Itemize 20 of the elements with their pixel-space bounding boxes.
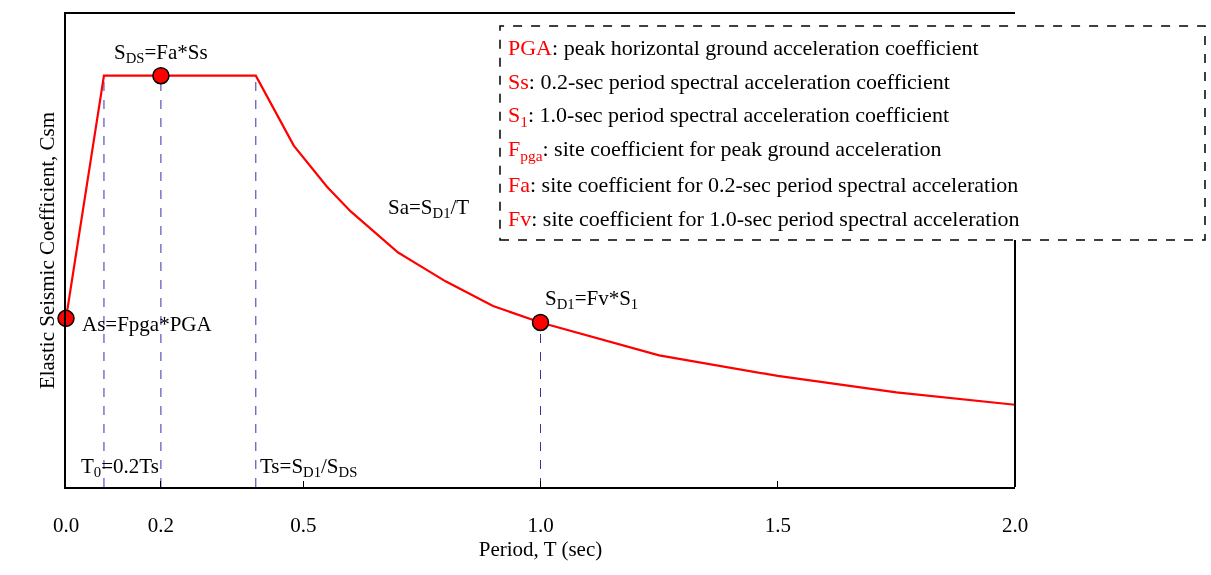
ref-line-label: Ts=S$_{D1}$/S$_{DS}$ bbox=[260, 454, 358, 481]
x-tick-label: 1.0 bbox=[527, 513, 554, 538]
annotation: F$_{pga}$: site coefficient for peak ground acceleration bbox=[508, 136, 942, 164]
x-tick-label: 0.2 bbox=[147, 513, 175, 538]
annotation: Ss: 0.2-sec period spectral acceleration coefficient bbox=[508, 69, 950, 94]
text: PGA: peak horizontal ground acceleration coefficient bbox=[508, 35, 979, 60]
annotation: S$_{D1}$=Fv*S$_{1}$ bbox=[545, 286, 639, 313]
x-tick-label: 0.0 bbox=[52, 513, 80, 538]
x-tick-label: 0.5 bbox=[290, 513, 317, 538]
y-axis-title: Elastic Seismic Coefficient, Csm bbox=[34, 111, 59, 390]
ref-line-label: T$_{0}$=0.2Ts bbox=[81, 454, 159, 481]
annotation: Sa=S$_{D1}$/T bbox=[388, 195, 470, 222]
annotation: Fv: site coefficient for 1.0-sec period spectral acceleration bbox=[508, 206, 1020, 231]
x-tick-label: 1.5 bbox=[764, 513, 791, 538]
annotation: Fa: site coefficient for 0.2-sec period spectral acceleration bbox=[508, 172, 1019, 197]
annotation: S$_{DS}$=Fa*Ss bbox=[114, 40, 208, 67]
x-axis-title: Period, T (sec) bbox=[478, 537, 603, 562]
x-tick-label: 2.0 bbox=[1001, 513, 1029, 538]
annotation: S$_{1}$: 1.0-sec period spectral acceleration coefficient bbox=[508, 102, 949, 130]
annotation: As=Fpga*PGA bbox=[82, 312, 213, 336]
